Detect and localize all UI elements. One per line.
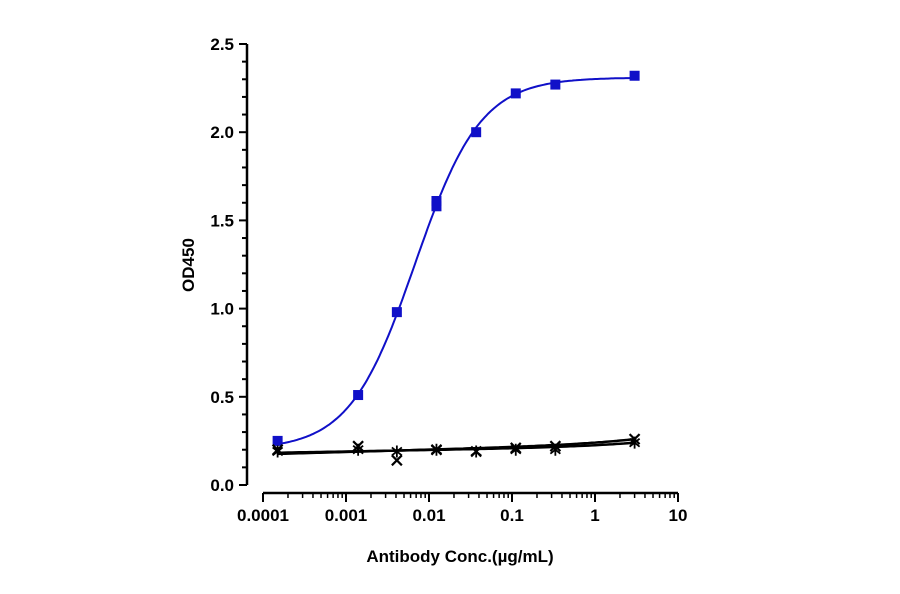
y-axis-title: OD450 <box>179 238 198 292</box>
y-tick-label: 2.0 <box>210 123 234 142</box>
square-marker <box>550 79 561 90</box>
asterisk-marker <box>549 443 561 456</box>
square-marker <box>272 435 283 446</box>
x-tick-label: 0.001 <box>325 506 368 525</box>
ticks: 0.0 0.5 1.0 1.5 2.0 2.5 0.0001 0.001 0.01 0.1 1 10 <box>210 35 687 525</box>
asterisk-marker <box>391 445 403 458</box>
y-tick-label: 0.5 <box>210 388 234 407</box>
x-tick-label: 0.01 <box>412 506 445 525</box>
asterisk-marker <box>510 443 522 456</box>
x-tick-label: 0.1 <box>500 506 524 525</box>
fit-curves <box>277 77 635 456</box>
square-marker <box>391 307 402 318</box>
asterisk-marker <box>470 445 482 458</box>
y-tick-label: 2.5 <box>210 35 234 54</box>
square-marker <box>629 70 640 81</box>
data-points <box>271 70 641 467</box>
y-tick-label: 0.0 <box>210 476 234 495</box>
x-tick-label: 10 <box>669 506 688 525</box>
x-marker <box>391 454 403 467</box>
fit-curve-0 <box>277 77 635 446</box>
asterisk-marker <box>272 445 284 458</box>
x-axis-title: Antibody Conc.(µg/mL) <box>366 547 553 566</box>
axes <box>245 44 678 495</box>
square-marker <box>431 195 442 206</box>
fit-curve-2 <box>277 441 635 454</box>
square-marker <box>471 127 482 138</box>
x-tick-label: 1 <box>590 506 599 525</box>
asterisk-marker <box>629 436 641 449</box>
asterisk-marker <box>430 443 443 456</box>
y-tick-label: 1.5 <box>210 211 234 230</box>
square-marker <box>431 201 442 212</box>
x-tick-label: 0.0001 <box>237 506 289 525</box>
square-marker <box>510 88 521 99</box>
square-marker <box>353 390 364 401</box>
asterisk-marker <box>352 443 364 456</box>
y-tick-label: 1.0 <box>210 300 234 319</box>
